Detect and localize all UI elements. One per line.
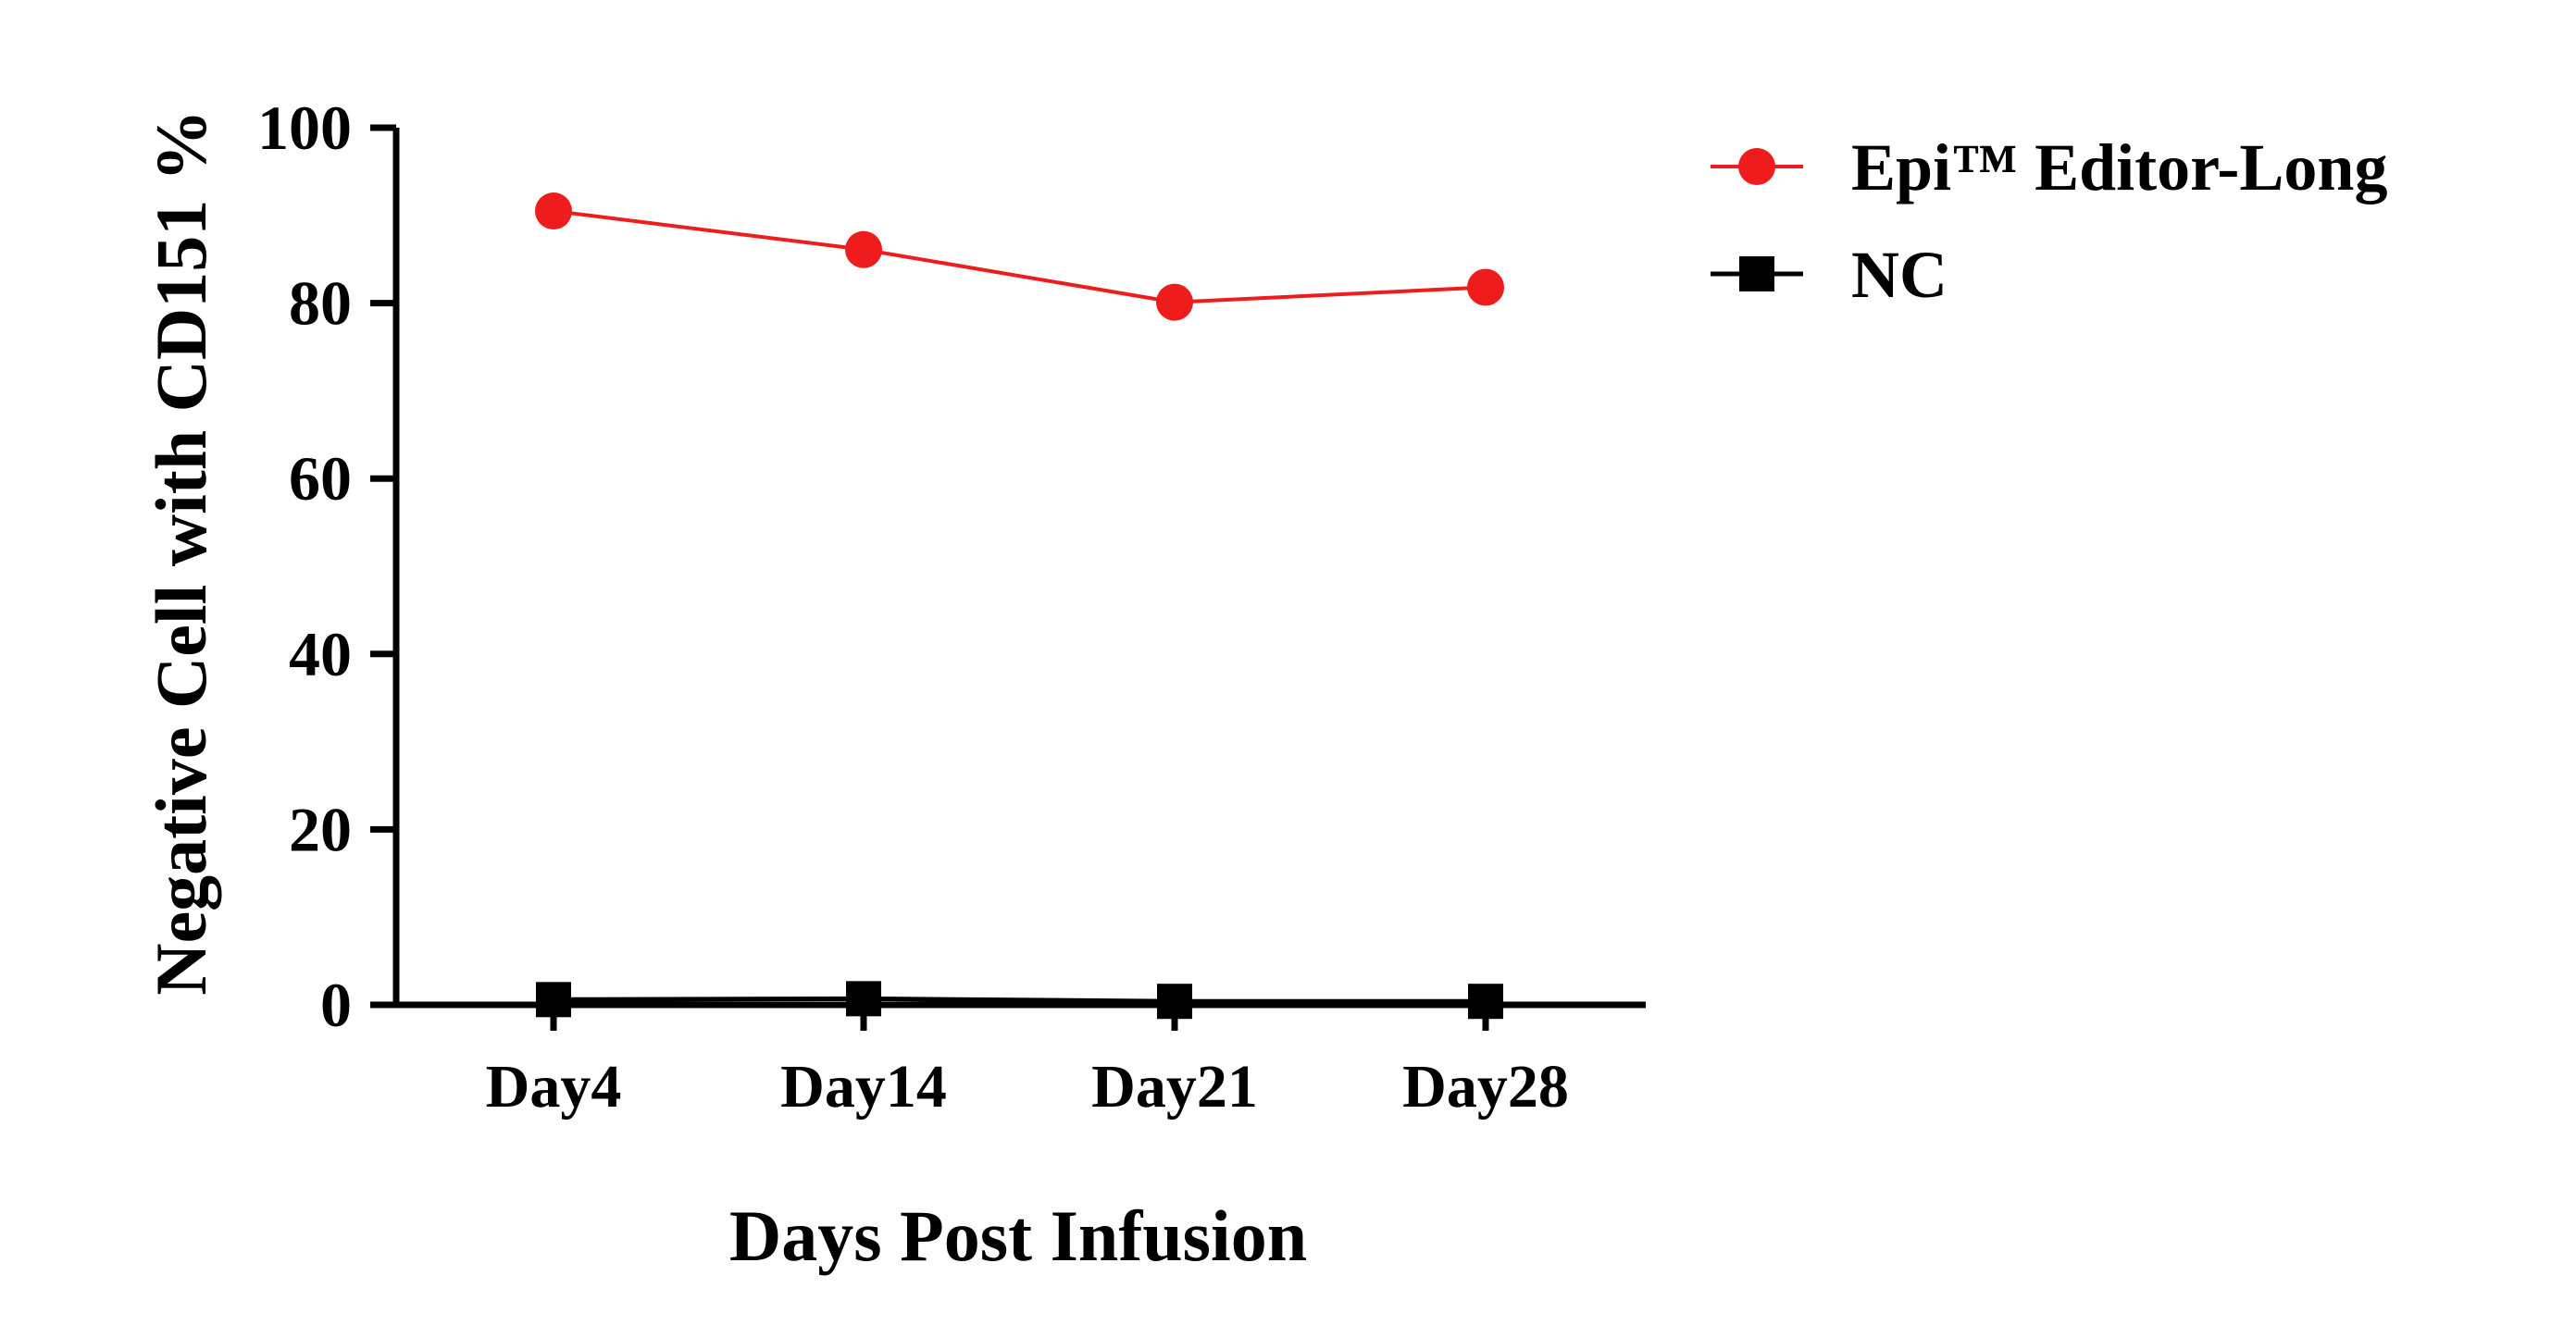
y-tick-label: 60: [289, 443, 352, 514]
y-tick-label: 20: [289, 794, 352, 864]
x-tick-label: Day4: [486, 1053, 622, 1121]
series-line: [553, 209, 1487, 304]
x-tick-label: Day14: [780, 1053, 947, 1121]
y-tick-label: 40: [289, 619, 352, 689]
data-point: [845, 230, 882, 268]
y-axis-title: Negative Cell with CD151 %: [141, 109, 221, 996]
y-tick-label: 80: [289, 268, 352, 339]
legend-label: NC: [1851, 238, 1948, 312]
legend-marker: [1738, 148, 1775, 185]
legend-item: NC: [1711, 238, 1948, 312]
series-layer: [535, 192, 1504, 1020]
x-axis-title: Days Post Infusion: [729, 1195, 1307, 1276]
x-axis-ticks: Day4 Day14 Day21 Day28: [486, 1005, 1569, 1121]
data-point: [536, 982, 571, 1018]
series-line: [553, 996, 1486, 1004]
data-point: [535, 192, 572, 230]
legend-marker: [1739, 256, 1774, 291]
x-tick-label: Day21: [1091, 1053, 1258, 1121]
data-point: [1157, 984, 1192, 1020]
y-tick-label: 100: [257, 93, 352, 163]
data-point: [1156, 283, 1193, 321]
series-epi-editor-long: [535, 192, 1504, 321]
x-tick-label: Day28: [1402, 1053, 1569, 1121]
y-axis-ticks: 0 20 40 60 80 100: [257, 93, 396, 1040]
data-point: [1467, 268, 1504, 306]
data-point: [1468, 984, 1503, 1020]
legend: Epi™ Editor-Long NC: [1711, 130, 2387, 312]
y-tick-label: 0: [320, 970, 352, 1040]
legend-item: Epi™ Editor-Long: [1711, 130, 2387, 204]
legend-label: Epi™ Editor-Long: [1851, 130, 2387, 204]
axes: [392, 128, 1646, 1009]
data-point: [846, 981, 881, 1017]
series-nc: [536, 981, 1503, 1020]
